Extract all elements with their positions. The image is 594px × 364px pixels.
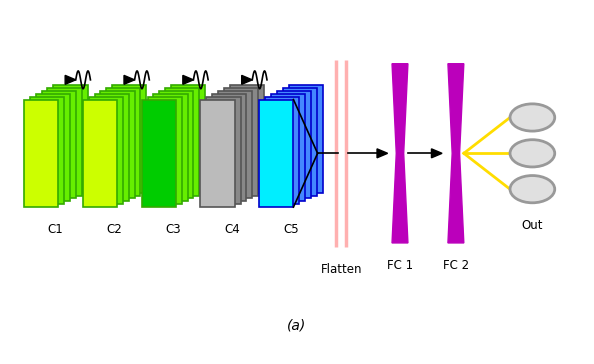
Bar — [30, 97, 64, 204]
Bar — [206, 97, 241, 204]
Text: C1: C1 — [48, 223, 64, 236]
Bar — [24, 100, 58, 207]
Bar — [283, 88, 317, 195]
Bar — [271, 94, 305, 201]
Bar — [201, 100, 235, 207]
Bar — [289, 85, 323, 193]
Polygon shape — [392, 64, 408, 243]
Bar — [94, 94, 129, 201]
Polygon shape — [377, 149, 388, 158]
Text: FC 2: FC 2 — [443, 259, 469, 272]
Bar — [100, 91, 135, 198]
Polygon shape — [183, 75, 194, 84]
Polygon shape — [242, 75, 252, 84]
Bar — [171, 85, 205, 193]
Bar — [260, 100, 293, 207]
Text: Out: Out — [522, 219, 543, 232]
Text: C5: C5 — [283, 223, 299, 236]
Circle shape — [510, 175, 555, 203]
Bar — [218, 91, 252, 198]
Polygon shape — [65, 75, 76, 84]
Circle shape — [510, 140, 555, 167]
Text: C4: C4 — [225, 223, 240, 236]
Bar — [153, 94, 188, 201]
Bar — [42, 91, 76, 198]
Bar — [141, 100, 176, 207]
Bar — [230, 85, 264, 193]
Bar — [36, 94, 70, 201]
Bar — [159, 91, 194, 198]
Bar — [106, 88, 140, 195]
Bar — [83, 100, 117, 207]
Polygon shape — [448, 64, 464, 243]
Bar — [48, 88, 81, 195]
Text: C3: C3 — [166, 223, 181, 236]
Text: (a): (a) — [287, 318, 307, 332]
Bar — [89, 97, 123, 204]
Bar — [212, 94, 247, 201]
Bar — [277, 91, 311, 198]
Polygon shape — [124, 75, 135, 84]
Bar — [112, 85, 146, 193]
Bar — [224, 88, 258, 195]
Bar — [165, 88, 200, 195]
Polygon shape — [431, 149, 442, 158]
Bar — [53, 85, 87, 193]
Bar — [147, 97, 182, 204]
Text: Flatten: Flatten — [320, 263, 362, 276]
Bar — [266, 97, 299, 204]
Text: C2: C2 — [107, 223, 122, 236]
Circle shape — [510, 104, 555, 131]
Text: FC 1: FC 1 — [387, 259, 413, 272]
